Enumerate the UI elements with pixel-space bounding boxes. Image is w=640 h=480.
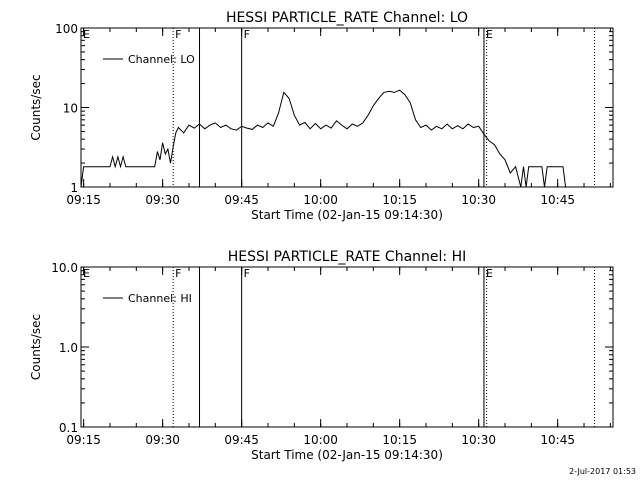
chart-panel-1: HESSI PARTICLE_RATE Channel: LO 09:15 09:3…	[29, 10, 614, 222]
x-tick-label: 09:15	[66, 433, 101, 447]
x-tick-label: 10:45	[540, 433, 575, 447]
x-axis-label: Start Time (02-Jan-15 09:14:30)	[251, 448, 443, 462]
x-tick-label: 10:15	[382, 433, 417, 447]
legend-label: Channel: HI	[128, 292, 192, 305]
y-tick-label: 10	[63, 102, 78, 116]
footer-date: 2-Jul-2017 01:53	[569, 467, 636, 476]
x-tick-label: 10:45	[540, 193, 575, 207]
plot-frame	[80, 266, 614, 428]
x-tick-label: 09:45	[224, 433, 259, 447]
plot-frame	[80, 27, 614, 188]
legend-label: Channel: LO	[128, 53, 195, 66]
corner-label: E	[83, 28, 90, 41]
x-tick-label: 10:00	[303, 433, 338, 447]
x-tick-label: 10:15	[382, 193, 417, 207]
chart-panel-2: HESSI PARTICLE_RATE Channel: HI 09:15 09:3…	[29, 249, 614, 462]
marker-label: E	[486, 28, 493, 41]
x-tick-label: 09:45	[224, 193, 259, 207]
y-tick-label: 100	[55, 22, 78, 36]
x-tick-label: 10:30	[461, 193, 496, 207]
x-tick-label: 10:00	[303, 193, 338, 207]
marker-label: F	[244, 28, 250, 41]
y-axis-label: Counts/sec	[29, 314, 43, 380]
y-tick-label: 1	[70, 181, 78, 195]
y-tick-label: 10.0	[51, 261, 78, 275]
y-tick-label: 0.1	[59, 421, 78, 435]
marker-label: E	[486, 267, 493, 280]
x-tick-label: 10:30	[461, 433, 496, 447]
x-tick-label: 09:15	[66, 193, 101, 207]
x-tick-label: 09:30	[145, 193, 180, 207]
marker-label: F	[175, 267, 181, 280]
x-axis-label: Start Time (02-Jan-15 09:14:30)	[251, 208, 443, 222]
y-axis-label: Counts/sec	[29, 74, 43, 140]
marker-label: F	[175, 28, 181, 41]
y-tick-label: 1.0	[59, 341, 78, 355]
x-tick-label: 09:30	[145, 433, 180, 447]
chart-title: HESSI PARTICLE_RATE Channel: LO	[226, 10, 468, 26]
marker-label: F	[244, 267, 250, 280]
series-line	[80, 89, 567, 188]
chart-title: HESSI PARTICLE_RATE Channel: HI	[228, 249, 466, 265]
corner-label: E	[83, 267, 90, 280]
